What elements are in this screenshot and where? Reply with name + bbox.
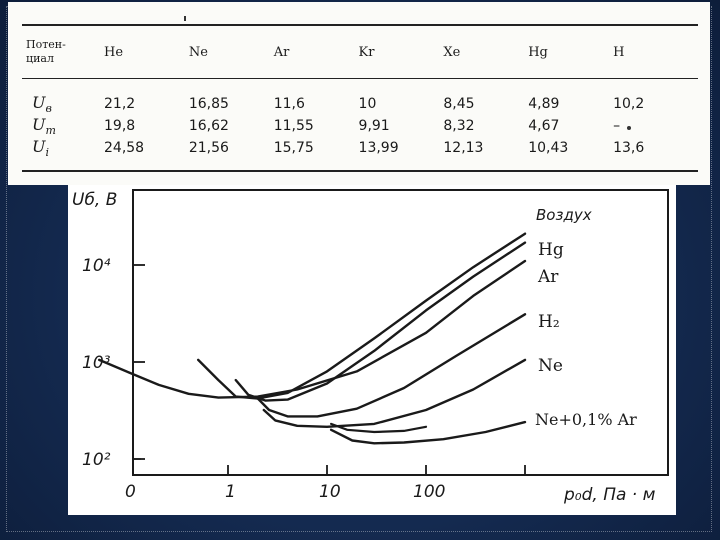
- series-line: [329, 420, 527, 445]
- series-line: [256, 313, 527, 418]
- table-cell: 10,2: [613, 96, 645, 113]
- row-label-ub: Uв: [32, 93, 52, 116]
- table-row-um: Um 19,8 16,62 11,55 9,91 8,32 4,67 –: [22, 115, 698, 137]
- table-cell: 4,67: [528, 118, 560, 135]
- ionization-potentials-table: Потен- циал He Ne Ar Kr Xe Hg H Uв 21,2 …: [22, 24, 698, 172]
- table-cell: 19,8: [104, 118, 136, 135]
- col-header-ar: Ar: [273, 24, 359, 79]
- series-label: Ne: [538, 356, 563, 376]
- table-cell: 13,99: [358, 137, 444, 172]
- series-label: H₂: [538, 312, 560, 332]
- table-cell: 12,13: [443, 137, 529, 172]
- series-line: [98, 259, 527, 399]
- table-cell: –: [613, 118, 621, 135]
- table-header-row: Потен- циал He Ne Ar Kr Xe Hg H: [22, 24, 698, 79]
- series-line: [234, 241, 527, 402]
- scan-dot: [627, 126, 631, 130]
- col-header-kr: Kr: [358, 24, 444, 79]
- row-label-um: Um: [32, 115, 56, 138]
- scan-mark: [184, 16, 186, 21]
- plot-frame: [132, 189, 669, 476]
- series-line: [262, 358, 527, 428]
- row-label-ui: Ui: [22, 137, 104, 172]
- series-label: Воздух: [536, 206, 592, 224]
- y-axis-label: Uб, В: [72, 190, 117, 210]
- table-cell: 11,55: [273, 118, 314, 135]
- y-tick-label: 10⁴: [82, 256, 111, 276]
- corner-header: Потен- циал: [22, 24, 104, 79]
- table-cell: 10: [358, 96, 377, 113]
- series-label: Ne+0,1% Ar: [535, 410, 637, 429]
- col-header-he: He: [104, 24, 189, 79]
- x-tick-label: 1: [225, 482, 236, 502]
- table-cell: 11,6: [273, 96, 305, 113]
- series-label: Ar: [537, 267, 559, 287]
- x-tick-label: 0: [125, 482, 136, 502]
- x-tick-label: 100: [413, 482, 445, 502]
- table-cell: 24,58: [104, 137, 189, 172]
- potentials-table-panel: Потен- циал He Ne Ar Kr Xe Hg H Uв 21,2 …: [8, 2, 710, 185]
- table-cell: 10,43: [528, 137, 614, 172]
- table-cell: 9,91: [358, 118, 390, 135]
- table-cell: 21,56: [188, 137, 274, 172]
- x-tick-label: 10: [319, 482, 341, 502]
- table-row-ub: Uв 21,2 16,85 11,6 10 8,45 4,89 10,2: [22, 79, 698, 116]
- col-header-xe: Xe: [443, 24, 529, 79]
- col-header-ne: Ne: [188, 24, 274, 79]
- col-header-h: H: [613, 24, 698, 79]
- col-header-hg: Hg: [528, 24, 614, 79]
- y-tick-label: 10²: [82, 450, 111, 470]
- table-cell: 15,75: [273, 137, 359, 172]
- x-axis-label: p₀d, Па · м: [563, 485, 656, 505]
- series-line: [197, 232, 527, 400]
- table-cell: 16,62: [188, 118, 229, 135]
- series-label: Hg: [538, 240, 564, 260]
- table-cell: 8,45: [443, 96, 475, 113]
- table-row-ui: Ui 24,58 21,56 15,75 13,99 12,13 10,43 1…: [22, 137, 698, 172]
- table-cell: 21,2: [104, 96, 136, 113]
- y-tick-label: 10³: [82, 353, 111, 373]
- table-cell: 8,32: [443, 118, 475, 135]
- series-line-partial: [330, 422, 428, 434]
- table-cell: 16,85: [188, 96, 229, 113]
- breakdown-voltage-chart-panel: 10² 10³ 10⁴ 0 1 10 100 Uб, В p₀d, Па · м Воздух Hg…: [68, 185, 676, 515]
- table-cell: 13,6: [613, 137, 698, 172]
- paschen-curves-chart: 10² 10³ 10⁴ 0 1 10 100 Uб, В p₀d, Па · м Воздух Hg…: [72, 189, 669, 505]
- table-cell: 4,89: [528, 96, 560, 113]
